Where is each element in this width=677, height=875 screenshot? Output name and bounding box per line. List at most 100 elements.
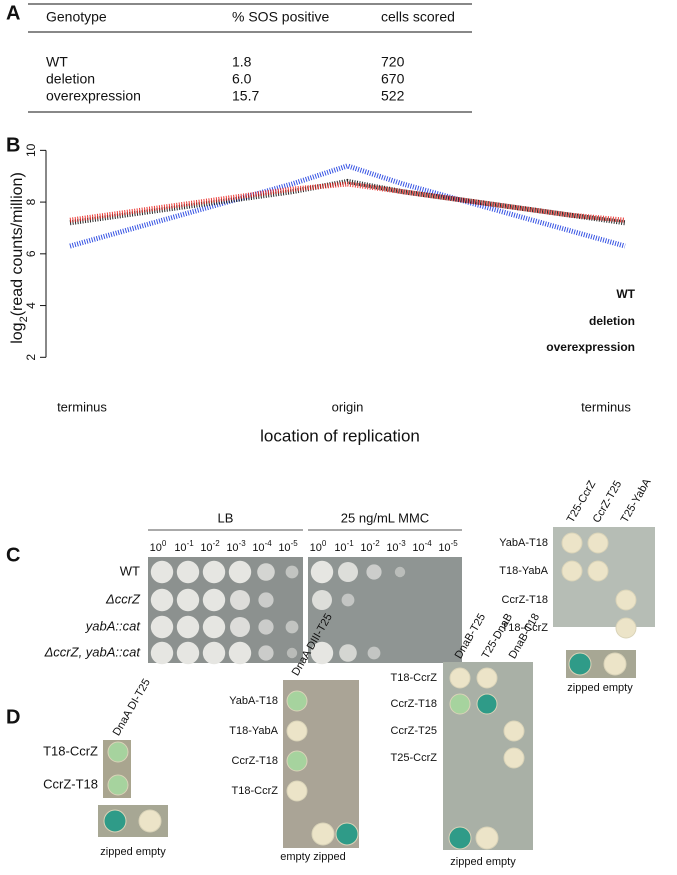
colony-spot — [503, 747, 525, 769]
control-label: empty zipped — [280, 851, 345, 863]
colony-spot — [258, 645, 274, 661]
colony-spot — [228, 560, 252, 584]
table-cell: 15.7 — [232, 88, 259, 104]
colony-spot — [587, 532, 609, 554]
dilution-label: 10-1 — [334, 539, 354, 554]
colony-spot — [394, 566, 406, 578]
colony-spot — [285, 620, 299, 634]
panel-label: D — [6, 706, 20, 728]
dilution-base: 10 — [278, 542, 290, 554]
row-label: T18-CcrZ — [232, 785, 279, 797]
colony-spot — [587, 560, 609, 582]
column-label: DnaA DI-T25 — [111, 677, 153, 738]
colony-spot — [258, 592, 274, 608]
row-label: T18-YabA — [229, 725, 278, 737]
dilution-label: 100 — [310, 539, 327, 554]
table-header: % SOS positive — [232, 9, 329, 25]
row-label: CcrZ-T18 — [232, 755, 278, 767]
dilution-label: 10-5 — [438, 539, 458, 554]
dilution-label: 10-1 — [174, 539, 194, 554]
dilution-label: 10-3 — [386, 539, 406, 554]
y-axis-title-part: (read counts/million) — [9, 172, 26, 316]
y-tick-label: 8 — [24, 198, 38, 205]
row-label: T18-CcrZ — [502, 622, 549, 634]
panel-label: A — [6, 2, 20, 24]
series-line — [69, 178, 626, 226]
control-label: zipped empty — [450, 856, 516, 868]
colony-spot — [176, 615, 200, 639]
y-axis-title-part: 2 — [18, 316, 30, 322]
y-axis-title: log2(read counts/million) — [9, 172, 30, 344]
condition-label: 25 ng/mL MMC — [341, 510, 429, 525]
table-cell: 6.0 — [232, 71, 252, 87]
colony-spot — [339, 644, 357, 662]
y-tick-label: 4 — [24, 302, 38, 309]
condition-label: LB — [218, 510, 234, 525]
table-cell: WT — [46, 54, 68, 70]
colony-spot — [202, 560, 226, 584]
control-spot — [311, 822, 335, 846]
dilution-exp: -5 — [291, 539, 299, 548]
control-spot — [138, 809, 162, 833]
dilution-exp: -1 — [347, 539, 355, 548]
dilution-base: 10 — [412, 542, 424, 554]
colony-spot — [257, 563, 275, 581]
strain-label: WT — [120, 563, 140, 578]
colony-spot — [615, 589, 637, 611]
table-header: Genotype — [46, 9, 107, 25]
column-label: T25-YabA — [619, 476, 654, 525]
dilution-base: 10 — [386, 542, 398, 554]
dilution-label: 100 — [150, 539, 167, 554]
colony-spot — [107, 774, 129, 796]
dilution-base: 10 — [174, 542, 186, 554]
table-cell: 720 — [381, 54, 405, 70]
row-label: CcrZ-T18 — [391, 698, 437, 710]
colony-spot — [476, 667, 498, 689]
x-tick-label: terminus — [581, 399, 631, 414]
row-label: CcrZ-T18 — [43, 776, 98, 791]
row-label: T18-YabA — [499, 565, 548, 577]
dilution-base: 10 — [310, 542, 322, 554]
table-cell: 1.8 — [232, 54, 252, 70]
colony-spot — [449, 667, 471, 689]
colony-spot — [561, 560, 583, 582]
colony-spot — [150, 588, 174, 612]
dilution-exp: -4 — [425, 539, 433, 548]
colony-spot — [615, 617, 637, 639]
dilution-base: 10 — [252, 542, 264, 554]
colony-spot — [230, 617, 250, 637]
row-label: T18-CcrZ — [43, 743, 98, 758]
colony-spot — [338, 562, 358, 582]
dilution-label: 10-4 — [252, 539, 272, 554]
dilution-base: 10 — [150, 542, 162, 554]
dilution-exp: 0 — [322, 539, 327, 548]
y-tick-label: 2 — [24, 354, 38, 361]
legend-label: deletion — [589, 314, 635, 328]
dilution-label: 10-5 — [278, 539, 298, 554]
table-cell: deletion — [46, 71, 95, 87]
row-label: YabA-T18 — [229, 695, 278, 707]
dilution-label: 10-4 — [412, 539, 432, 554]
colony-spot — [176, 641, 200, 665]
colony-spot — [310, 560, 334, 584]
colony-spot — [341, 593, 355, 607]
panel-label: C — [6, 544, 20, 566]
control-label: zipped empty — [567, 682, 633, 694]
colony-spot — [561, 532, 583, 554]
table-cell: 670 — [381, 71, 405, 87]
dilution-label: 10-2 — [360, 539, 380, 554]
colony-spot — [150, 615, 174, 639]
dilution-base: 10 — [226, 542, 238, 554]
colony-spot — [176, 588, 200, 612]
dilution-label: 10-2 — [200, 539, 220, 554]
legend-label: overexpression — [546, 340, 635, 354]
plate — [308, 557, 462, 663]
row-label: YabA-T18 — [499, 537, 548, 549]
table-cell: 522 — [381, 88, 405, 104]
dilution-exp: -4 — [265, 539, 273, 548]
strain-label: yabA::cat — [85, 618, 142, 633]
control-label: zipped empty — [100, 846, 166, 858]
colony-spot — [286, 690, 308, 712]
colony-spot — [310, 641, 334, 665]
